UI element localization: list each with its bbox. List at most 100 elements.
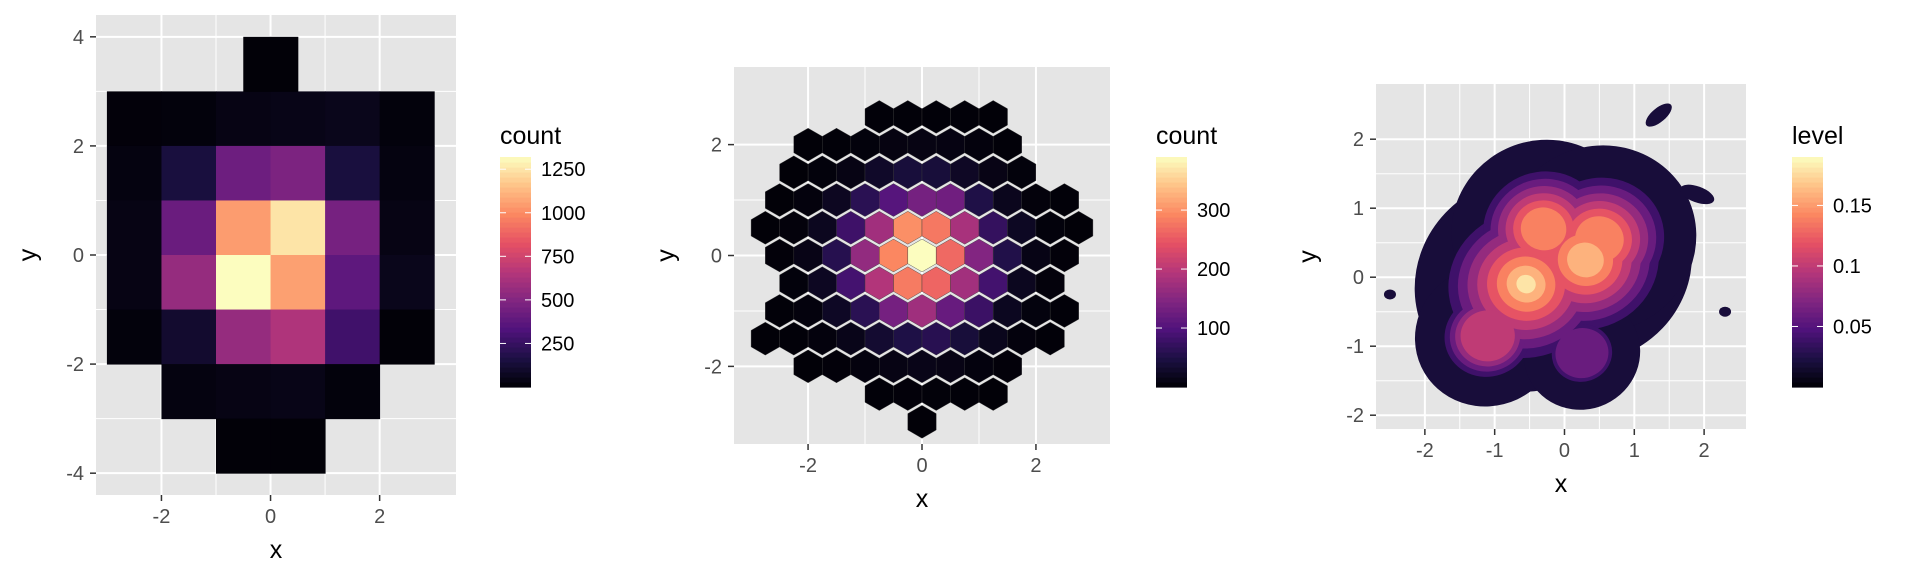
legend-title: count <box>1156 122 1217 150</box>
colorbar-segment <box>1792 212 1823 218</box>
bin-tile <box>270 255 326 311</box>
colorbar-segment <box>1156 327 1187 333</box>
bin-tile <box>161 91 217 147</box>
colorbar-segment <box>500 222 531 228</box>
bin-tile <box>270 145 326 201</box>
bin-tile <box>325 145 381 201</box>
bin-tile <box>216 145 272 201</box>
hex-cell <box>1035 266 1065 300</box>
y-axis-title: y <box>1294 250 1322 263</box>
colorbar-segment <box>1792 312 1823 318</box>
colorbar-segment <box>1792 157 1823 163</box>
colorbar-segment <box>1792 287 1823 293</box>
colorbar-segment <box>1792 192 1823 198</box>
density-band <box>1516 274 1536 294</box>
y-tick-label: -2 <box>66 354 84 376</box>
colorbar-segment <box>1156 367 1187 373</box>
colorbar-segment <box>1792 347 1823 353</box>
y-tick-label: -2 <box>1346 405 1364 427</box>
colorbar-segment <box>1792 297 1823 303</box>
colorbar-segment <box>1792 357 1823 363</box>
bin-tile <box>379 255 435 311</box>
bin-tile <box>106 309 162 365</box>
colorbar-segment <box>1156 212 1187 218</box>
axes: -2 0 2 -2 0 2 x y <box>652 135 1042 513</box>
legend-title: level <box>1792 122 1843 150</box>
colorbar-segment <box>1792 172 1823 178</box>
y-tick-label: 2 <box>1353 129 1364 151</box>
colorbar-segment <box>1156 202 1187 208</box>
colorbar-segment <box>1156 297 1187 303</box>
x-tick-label: 2 <box>374 506 385 528</box>
colorbar-segment <box>1156 272 1187 278</box>
bin-tile <box>216 418 272 474</box>
x-tick-label: 2 <box>1030 455 1041 477</box>
density-island <box>1383 289 1396 300</box>
x-axis-title: x <box>270 536 283 564</box>
hex-cell <box>1049 238 1079 273</box>
colorbar-segment <box>1792 307 1823 313</box>
legend-title: count <box>500 122 561 150</box>
colorbar-segment <box>500 282 531 288</box>
colorbar-segment <box>1792 167 1823 173</box>
x-tick-label: -2 <box>153 506 171 528</box>
bin-tile <box>270 364 326 420</box>
hex-cell <box>1049 294 1079 328</box>
colorbar-segment <box>1792 207 1823 213</box>
colorbar-segment <box>1156 282 1187 288</box>
colorbar-segment <box>500 177 531 183</box>
bin-tile <box>106 255 162 311</box>
hex-cell <box>978 100 1008 134</box>
bin-tile <box>325 200 381 256</box>
colorbar-segment <box>500 307 531 313</box>
bin-tile <box>379 309 435 365</box>
colorbar-segment <box>1792 372 1823 378</box>
colorbar-segment <box>1156 187 1187 193</box>
bin-tile <box>325 364 381 420</box>
colorbar-segment <box>500 312 531 318</box>
colorbar-segment <box>1156 262 1187 268</box>
colorbar-segment <box>1156 167 1187 173</box>
bin-tile <box>270 91 326 147</box>
bin-tile <box>161 309 217 365</box>
legend: count 250 500 750 1000 1250 <box>500 122 586 388</box>
legend-tick-label: 0.1 <box>1833 256 1861 278</box>
colorbar-segment <box>1156 307 1187 313</box>
bin-tile <box>106 145 162 201</box>
colorbar-segment <box>1156 242 1187 248</box>
legend-tick-label: 0.15 <box>1833 195 1872 217</box>
colorbar-segment <box>1792 262 1823 268</box>
legend-tick-label: 0.05 <box>1833 316 1872 338</box>
y-tick-label: -1 <box>1346 336 1364 358</box>
x-tick-label: 0 <box>916 455 927 477</box>
y-axis-title: y <box>652 249 680 262</box>
bin-tile <box>216 91 272 147</box>
colorbar-segment <box>1156 337 1187 343</box>
colorbar-segment <box>500 212 531 218</box>
colorbar-segment <box>1792 267 1823 273</box>
colorbar-segment <box>500 252 531 258</box>
colorbar-segment <box>500 207 531 213</box>
colorbar-segment <box>1156 177 1187 183</box>
y-tick-label: -4 <box>66 463 84 485</box>
density-contour <box>1516 274 1536 294</box>
colorbar-segment <box>500 362 531 368</box>
hex-cell <box>1035 321 1065 356</box>
colorbar-segment <box>1792 292 1823 298</box>
colorbar-segment <box>500 297 531 303</box>
colorbar-segment <box>500 352 531 358</box>
colorbar-segment <box>1792 362 1823 368</box>
colorbar-segment <box>1156 267 1187 273</box>
colorbar-segment <box>500 197 531 203</box>
colorbar-segment <box>1156 157 1187 163</box>
colorbar-segment <box>1156 197 1187 203</box>
colorbar-segment <box>500 367 531 373</box>
legend: level 0.05 0.1 0.15 <box>1792 122 1872 388</box>
colorbar-segment <box>1792 337 1823 343</box>
y-tick-label: 2 <box>73 136 84 158</box>
colorbar-segment <box>1156 217 1187 223</box>
colorbar-segment <box>500 372 531 378</box>
y-tick-label: 0 <box>1353 267 1364 289</box>
x-tick-label: 0 <box>265 506 276 528</box>
x-axis-title: x <box>916 485 929 513</box>
